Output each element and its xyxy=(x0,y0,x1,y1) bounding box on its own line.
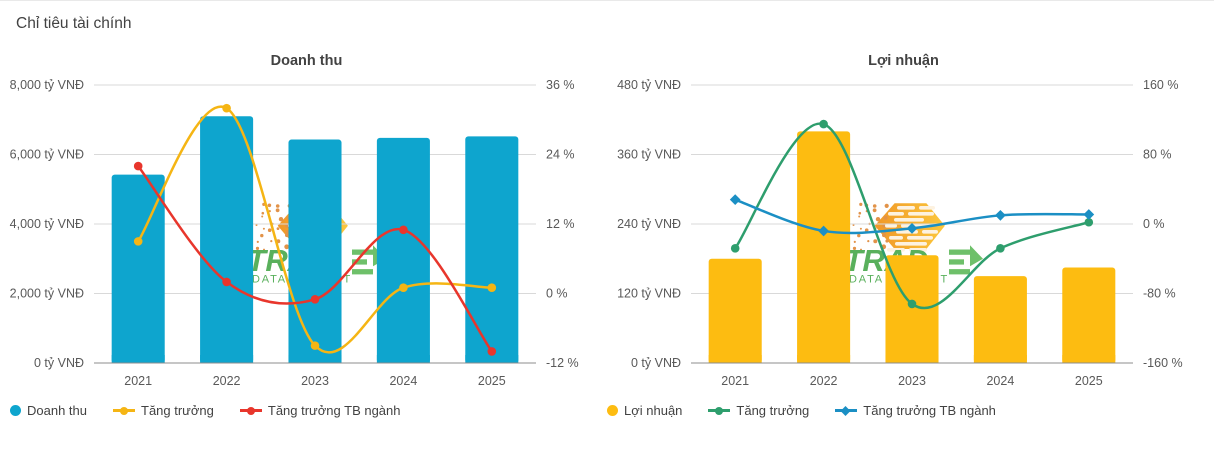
svg-text:360 tỷ VNĐ: 360 tỷ VNĐ xyxy=(617,148,681,162)
svg-text:0 %: 0 % xyxy=(1143,217,1165,231)
svg-text:80 %: 80 % xyxy=(1143,148,1172,162)
svg-text:2021: 2021 xyxy=(721,374,749,388)
svg-text:0 tỷ VNĐ: 0 tỷ VNĐ xyxy=(631,356,681,370)
svg-text:24 %: 24 % xyxy=(546,148,575,162)
svg-text:-80 %: -80 % xyxy=(1143,287,1176,301)
svg-text:2023: 2023 xyxy=(301,374,329,388)
svg-text:2021: 2021 xyxy=(124,374,152,388)
svg-text:2024: 2024 xyxy=(389,374,417,388)
svg-text:36 %: 36 % xyxy=(546,78,575,92)
svg-text:2,000 tỷ VNĐ: 2,000 tỷ VNĐ xyxy=(10,287,84,301)
svg-text:12 %: 12 % xyxy=(546,217,575,231)
svg-text:2025: 2025 xyxy=(1075,374,1103,388)
svg-text:-160 %: -160 % xyxy=(1143,356,1183,370)
svg-text:2022: 2022 xyxy=(810,374,838,388)
svg-text:-12 %: -12 % xyxy=(546,356,579,370)
svg-text:8,000 tỷ VNĐ: 8,000 tỷ VNĐ xyxy=(10,78,84,92)
svg-text:4,000 tỷ VNĐ: 4,000 tỷ VNĐ xyxy=(10,217,84,231)
svg-text:2024: 2024 xyxy=(986,374,1014,388)
svg-text:120 tỷ VNĐ: 120 tỷ VNĐ xyxy=(617,287,681,301)
svg-text:480 tỷ VNĐ: 480 tỷ VNĐ xyxy=(617,78,681,92)
svg-text:0 tỷ VNĐ: 0 tỷ VNĐ xyxy=(34,356,84,370)
svg-text:240 tỷ VNĐ: 240 tỷ VNĐ xyxy=(617,217,681,231)
svg-text:0 %: 0 % xyxy=(546,287,568,301)
svg-text:2022: 2022 xyxy=(213,374,241,388)
svg-text:2023: 2023 xyxy=(898,374,926,388)
svg-text:160 %: 160 % xyxy=(1143,78,1178,92)
svg-text:6,000 tỷ VNĐ: 6,000 tỷ VNĐ xyxy=(10,148,84,162)
svg-text:2025: 2025 xyxy=(478,374,506,388)
